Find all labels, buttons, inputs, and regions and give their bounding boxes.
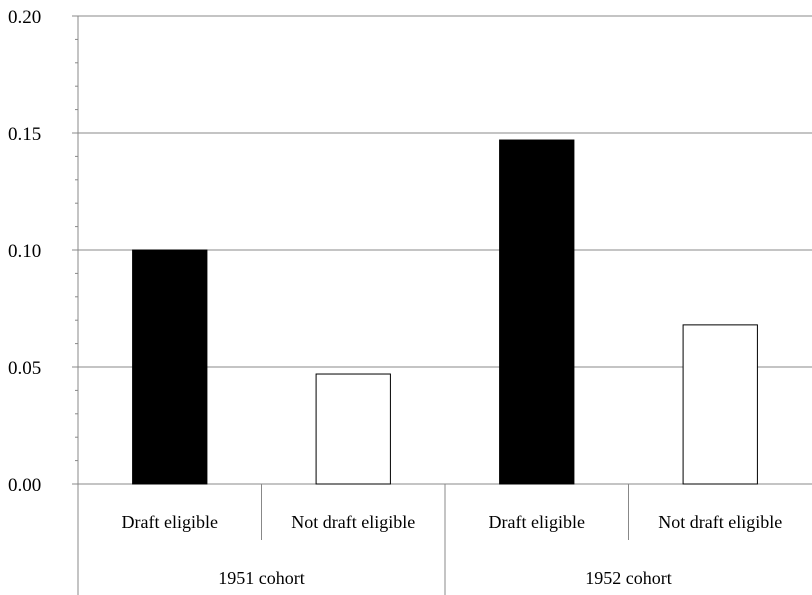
bar-2-1 xyxy=(499,139,575,485)
x-category-label: Draft eligible xyxy=(489,512,585,532)
y-tick-label: 0.20 xyxy=(8,7,41,28)
group-label: 1952 cohort xyxy=(585,568,671,588)
group-label: 1951 cohort xyxy=(218,568,304,588)
x-category-label: Not draft eligible xyxy=(291,512,415,532)
x-category-label: Not draft eligible xyxy=(658,512,782,532)
bar-2-2 xyxy=(682,324,758,485)
bar-1-1 xyxy=(132,249,208,485)
bar-1-2 xyxy=(315,373,391,485)
y-tick-label: 0.10 xyxy=(8,241,41,262)
y-tick-label: 0.05 xyxy=(8,358,41,379)
y-tick-label: 0.00 xyxy=(8,475,41,496)
y-tick-label: 0.15 xyxy=(8,124,41,145)
x-category-label: Draft eligible xyxy=(122,512,218,532)
bars xyxy=(132,139,758,485)
axis-labels: 0.00 0.05 0.10 0.15 0.20 Draft eligible Not dr… xyxy=(8,7,782,588)
